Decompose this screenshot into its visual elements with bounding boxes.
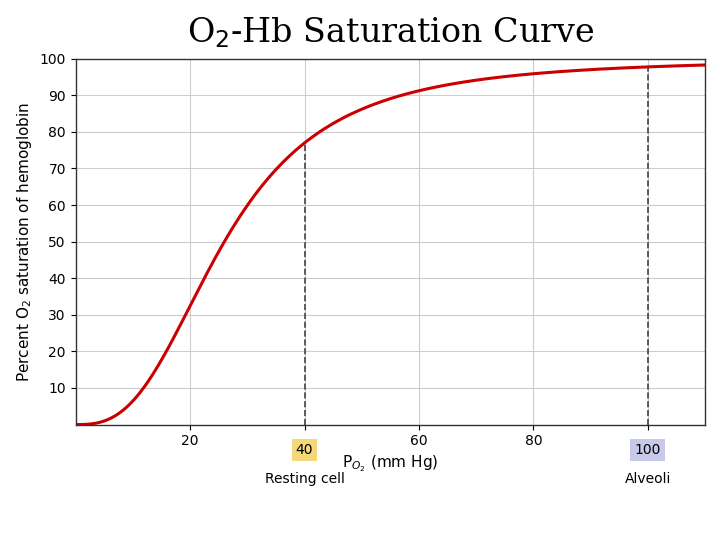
Text: 100: 100 — [634, 443, 661, 457]
X-axis label: P$_{O_2}$ (mm Hg): P$_{O_2}$ (mm Hg) — [342, 454, 438, 475]
Title: O$_2$-Hb Saturation Curve: O$_2$-Hb Saturation Curve — [186, 15, 594, 50]
Y-axis label: Percent O$_2$ saturation of hemoglobin: Percent O$_2$ saturation of hemoglobin — [15, 102, 34, 382]
Text: Resting cell: Resting cell — [264, 472, 344, 486]
Text: Alveoli: Alveoli — [624, 472, 671, 486]
Text: 40: 40 — [296, 443, 313, 457]
